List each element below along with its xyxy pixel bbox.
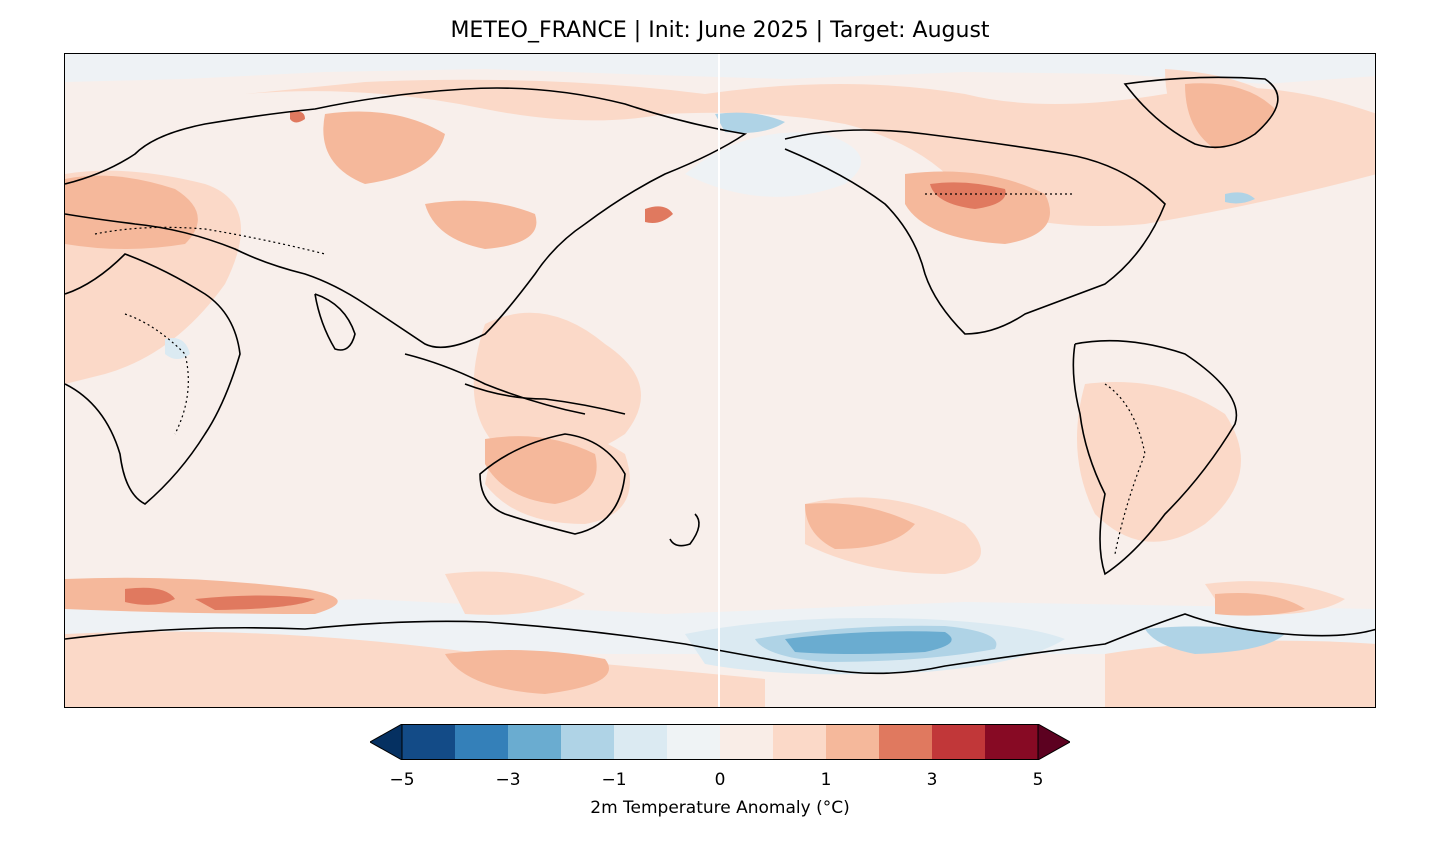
colorbar-tick-label: 5: [1032, 770, 1044, 790]
colorbar-swatch: [561, 724, 615, 760]
coastlines: [65, 76, 1375, 675]
colorbar-swatch: [985, 724, 1039, 760]
colorbar-swatch: [879, 724, 933, 760]
colorbar-label: 2m Temperature Anomaly (°C): [590, 798, 850, 818]
colorbar-swatch: [932, 724, 986, 760]
colorbar-swatch: [402, 724, 456, 760]
colorbar-tick-label: −1: [601, 770, 627, 790]
colorbar: [370, 724, 1070, 760]
cool-regions: [165, 112, 1285, 675]
colorbar-swatch: [826, 724, 880, 760]
colorbar-tick-label: 1: [820, 770, 832, 790]
colorbar-extend-high: [1037, 724, 1070, 760]
colorbar-tick-label: 0: [714, 770, 726, 790]
colorbar-tick-label: −5: [389, 770, 415, 790]
colorbar-frame: [401, 724, 1039, 760]
colorbar-swatch: [614, 724, 668, 760]
colorbar-extend-low: [370, 724, 403, 760]
colorbar-swatch: [667, 724, 721, 760]
warm-strong-regions: [125, 111, 1006, 610]
anomaly-map: [64, 53, 1376, 708]
colorbar-swatch: [455, 724, 509, 760]
colorbar-tick-label: −3: [495, 770, 521, 790]
country-borders: [94, 193, 1146, 555]
chart-title: METEO_FRANCE | Init: June 2025 | Target:…: [450, 18, 990, 43]
colorbar-tick-label: 3: [926, 770, 938, 790]
colorbar-swatch: [720, 724, 774, 760]
colorbar-swatch: [773, 724, 827, 760]
colorbar-swatch: [508, 724, 562, 760]
